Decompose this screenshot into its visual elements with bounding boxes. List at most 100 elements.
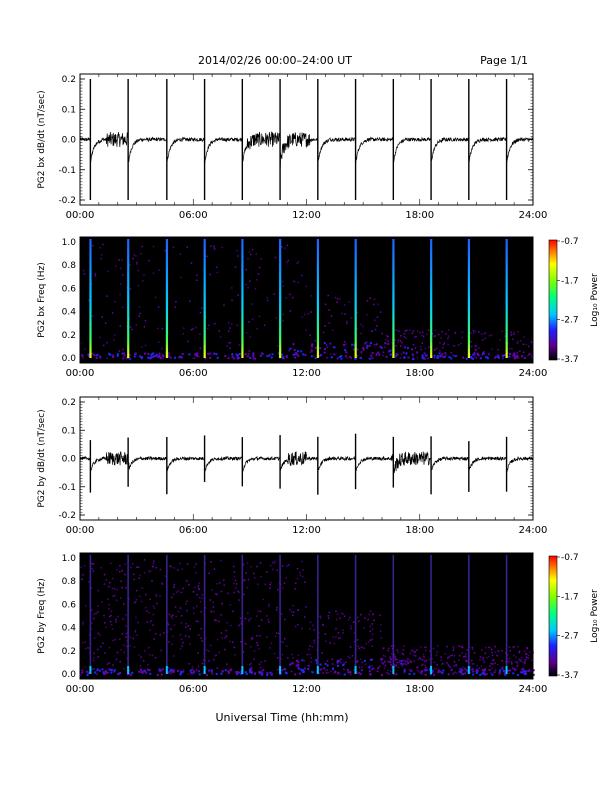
noise-pixel — [522, 343, 525, 346]
x-tick-label: 00:00 — [66, 525, 95, 536]
noise-pixel — [436, 651, 439, 653]
band-pixel — [150, 355, 153, 358]
band-pixel — [413, 672, 416, 675]
noise-pixel — [340, 612, 343, 615]
band-pixel — [513, 355, 516, 358]
band-pixel — [297, 350, 300, 353]
x-tick-label: 24:00 — [519, 210, 548, 221]
band-pixel — [459, 670, 462, 673]
noise-pixel — [359, 323, 362, 326]
band-pixel — [330, 356, 333, 359]
noise-pixel — [294, 582, 297, 584]
noise-pixel — [282, 313, 284, 316]
noise-pixel — [361, 661, 364, 664]
noise-pixel — [250, 253, 252, 256]
noise-pixel — [447, 663, 450, 666]
noise-pixel — [100, 645, 102, 648]
noise-pixel — [250, 662, 252, 665]
noise-pixel — [422, 653, 425, 656]
band-pixel — [366, 347, 369, 350]
noise-pixel — [411, 649, 414, 652]
noise-pixel — [461, 336, 463, 339]
noise-pixel — [530, 341, 533, 344]
noise-pixel — [82, 269, 85, 272]
noise-pixel — [172, 593, 175, 595]
band-pixel — [441, 353, 444, 356]
noise-pixel — [517, 645, 519, 648]
band-pixel — [319, 347, 322, 350]
band-pixel — [521, 668, 524, 671]
noise-pixel — [258, 634, 261, 637]
band-pixel — [209, 356, 212, 359]
band-pixel — [167, 354, 170, 357]
noise-pixel — [343, 615, 346, 617]
noise-pixel — [326, 669, 329, 671]
band-pixel — [246, 355, 249, 358]
noise-pixel — [359, 658, 362, 661]
noise-pixel — [403, 645, 405, 647]
band-pixel — [346, 669, 349, 672]
noise-pixel — [394, 339, 396, 341]
noise-pixel — [492, 663, 494, 665]
band-pixel — [460, 669, 463, 672]
band-pixel — [344, 349, 347, 352]
noise-pixel — [330, 353, 332, 355]
band-pixel — [249, 356, 252, 359]
noise-pixel — [326, 356, 328, 359]
noise-pixel — [213, 568, 216, 570]
band-pixel — [369, 673, 372, 676]
band-pixel — [389, 661, 392, 664]
noise-pixel — [312, 624, 314, 627]
noise-pixel — [387, 335, 389, 338]
band-pixel — [396, 353, 399, 356]
noise-pixel — [510, 331, 512, 334]
noise-pixel — [238, 344, 240, 346]
noise-pixel — [136, 566, 138, 568]
band-pixel — [192, 670, 195, 673]
noise-pixel — [513, 331, 516, 334]
noise-pixel — [191, 666, 194, 668]
band-pixel — [108, 668, 111, 671]
band-pixel — [336, 664, 339, 667]
noise-pixel — [387, 340, 390, 342]
noise-pixel — [508, 657, 511, 660]
calibration-stripe-base — [467, 666, 470, 674]
noise-pixel — [490, 662, 492, 665]
noise-pixel — [208, 572, 210, 574]
noise-pixel — [259, 562, 262, 564]
noise-pixel — [256, 278, 258, 281]
noise-pixel — [408, 329, 411, 331]
band-pixel — [359, 672, 362, 675]
noise-pixel — [382, 658, 384, 660]
band-pixel — [129, 673, 132, 676]
band-pixel — [491, 673, 494, 676]
noise-pixel — [357, 645, 359, 647]
noise-pixel — [399, 357, 402, 360]
band-pixel — [458, 670, 461, 673]
band-pixel — [355, 661, 358, 664]
band-pixel — [198, 670, 201, 673]
noise-pixel — [369, 625, 372, 628]
noise-pixel — [230, 624, 232, 627]
noise-pixel — [137, 269, 140, 272]
noise-pixel — [421, 331, 424, 334]
band-pixel — [462, 673, 465, 676]
band-pixel — [168, 670, 171, 673]
noise-pixel — [309, 653, 311, 656]
noise-pixel — [139, 574, 141, 577]
noise-pixel — [490, 672, 492, 674]
band-pixel — [525, 672, 528, 675]
colorbar — [548, 555, 558, 677]
band-pixel — [387, 342, 390, 345]
band-pixel — [113, 669, 116, 672]
noise-pixel — [195, 670, 197, 672]
noise-pixel — [287, 259, 290, 262]
noise-pixel — [233, 575, 236, 578]
noise-pixel — [195, 572, 197, 574]
noise-pixel — [297, 609, 299, 611]
noise-pixel — [122, 618, 124, 620]
noise-pixel — [428, 658, 431, 661]
noise-pixel — [488, 655, 490, 658]
noise-pixel — [371, 628, 374, 630]
noise-pixel — [466, 670, 469, 673]
